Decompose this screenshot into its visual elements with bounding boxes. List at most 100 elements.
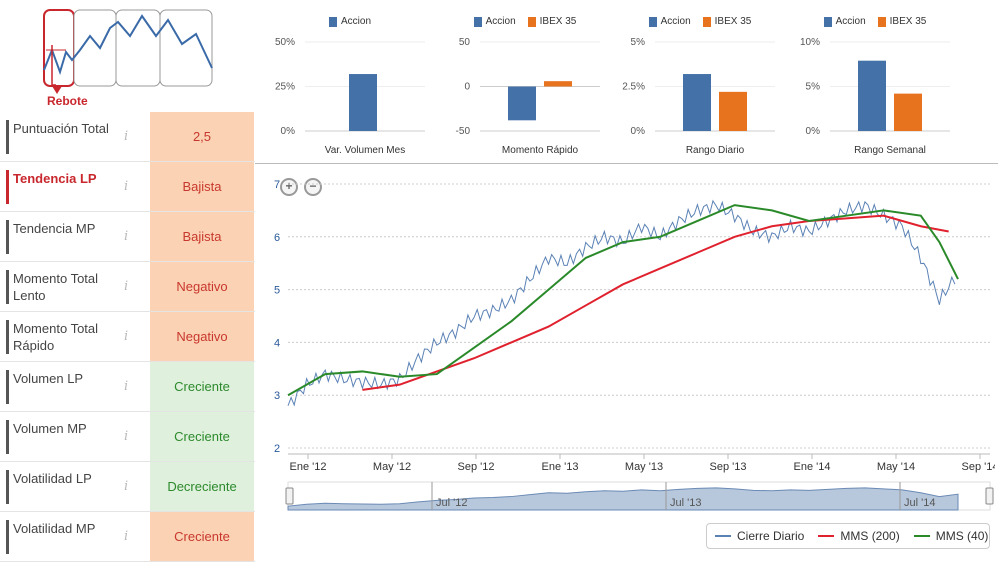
mini-chart-title: Var. Volumen Mes	[325, 145, 405, 156]
price-chart-legend: Cierre Diario MMS (200) MMS (40)	[706, 523, 990, 549]
metric-marker	[6, 470, 9, 504]
rebote-label: Rebote	[47, 94, 88, 108]
info-icon[interactable]: i	[124, 329, 129, 344]
mini-legend: Accion IBEX 35	[615, 16, 785, 27]
price-chart[interactable]: 7 6 5 4 3 2 Ene '12 May '12 Sep '12 Ene '13 May '1…	[260, 168, 995, 518]
metric-value: Bajista	[150, 212, 254, 261]
navigator-handle-left[interactable]	[285, 487, 294, 505]
navigator-tick: Jul '13	[670, 497, 701, 509]
metric-value: 2,5	[150, 112, 254, 161]
legend-ibex: IBEX 35	[527, 16, 577, 27]
mini-y-tick: 0%	[631, 126, 646, 137]
legend-ibex-label: IBEX 35	[714, 16, 752, 27]
mini-legend: Accion IBEX 35	[440, 16, 610, 27]
zoom-out-button[interactable]: −	[304, 178, 322, 196]
metric-value: Creciente	[150, 362, 254, 411]
legend-accion-label: Accion	[835, 16, 866, 27]
legend-accion-label: Accion	[660, 16, 691, 27]
metric-value: Negativo	[150, 262, 254, 311]
bar-ibex[interactable]	[719, 91, 747, 131]
metric-value: Bajista	[150, 162, 254, 211]
info-icon[interactable]: i	[124, 129, 129, 144]
legend-ibex-label: IBEX 35	[539, 16, 577, 27]
mini-y-tick: 0%	[806, 126, 821, 137]
x-tick: Sep '13	[710, 461, 747, 473]
mini-chart: Accion IBEX 35 10% 5% 0% Rango Semanal	[790, 10, 960, 156]
legend-accion: Accion	[648, 16, 691, 27]
mini-y-tick: 25%	[275, 82, 295, 93]
bar-ibex[interactable]	[544, 81, 572, 87]
mini-chart: Accion IBEX 35 50 0 -50 Momento Rápido	[440, 10, 610, 156]
metric-label: Puntuación Total	[13, 121, 109, 136]
mini-chart: Accion 50% 25% 0% Var. Volumen Mes	[265, 10, 435, 156]
zoom-in-icon: +	[285, 179, 293, 193]
metric-row[interactable]: Tendencia LP i Bajista	[0, 162, 255, 212]
metric-row[interactable]: Volatilidad LP i Decreciente	[0, 462, 255, 512]
legend-mms40[interactable]: MMS (40)	[913, 529, 989, 543]
metric-marker	[6, 220, 9, 254]
legend-accion-label: Accion	[485, 16, 516, 27]
bar-accion[interactable]	[508, 86, 536, 121]
legend-mms200[interactable]: MMS (200)	[818, 529, 900, 543]
metric-marker	[6, 520, 9, 554]
y-tick: 6	[274, 232, 280, 244]
legend-accion: Accion	[473, 16, 516, 27]
metric-marker	[6, 270, 9, 304]
metric-row[interactable]: Tendencia MP i Bajista	[0, 212, 255, 262]
navigator-handle-right[interactable]	[985, 487, 994, 505]
info-icon[interactable]: i	[124, 179, 129, 194]
metric-value: Decreciente	[150, 462, 254, 511]
x-tick: Ene '12	[290, 461, 327, 473]
zoom-in-button[interactable]: +	[280, 178, 298, 196]
mini-y-tick: 50%	[275, 37, 295, 48]
info-icon[interactable]: i	[124, 529, 129, 544]
series-mms200-line[interactable]	[362, 214, 949, 391]
info-icon[interactable]: i	[124, 279, 129, 294]
mini-y-tick: 0%	[281, 126, 296, 137]
metric-label: Volatilidad LP	[13, 471, 92, 486]
legend-close[interactable]: Cierre Diario	[715, 529, 804, 543]
legend-ibex: IBEX 35	[877, 16, 927, 27]
x-tick: Sep '12	[458, 461, 495, 473]
metric-row[interactable]: Momento Total Lento i Negativo	[0, 262, 255, 312]
info-icon[interactable]: i	[124, 479, 129, 494]
metric-value: Creciente	[150, 412, 254, 461]
legend-mms200-label: MMS (200)	[840, 529, 900, 543]
legend-ibex: IBEX 35	[702, 16, 752, 27]
metric-marker	[6, 120, 9, 154]
legend-close-label: Cierre Diario	[737, 529, 805, 543]
metric-row[interactable]: Volatilidad MP i Creciente	[0, 512, 255, 562]
mini-y-tick: -50	[456, 126, 471, 137]
legend-accion: Accion	[328, 16, 371, 27]
metric-row[interactable]: Volumen MP i Creciente	[0, 412, 255, 462]
info-icon[interactable]: i	[124, 379, 129, 394]
bar-ibex[interactable]	[894, 93, 922, 131]
mini-legend: Accion IBEX 35	[790, 16, 960, 27]
mini-y-tick: 50	[459, 37, 471, 48]
rebote-logo: Rebote	[0, 0, 255, 112]
metric-label: Tendencia MP	[13, 221, 96, 236]
legend-ibex-label: IBEX 35	[889, 16, 927, 27]
series-mms40-line[interactable]	[287, 204, 959, 397]
info-icon[interactable]: i	[124, 429, 129, 444]
x-tick: May '12	[373, 461, 411, 473]
metric-row[interactable]: Volumen LP i Creciente	[0, 362, 255, 412]
section-divider	[255, 163, 998, 164]
navigator-tick: Jul '12	[436, 497, 467, 509]
metric-marker	[6, 320, 9, 354]
bar-accion[interactable]	[349, 74, 377, 131]
mini-y-tick: 5%	[806, 82, 821, 93]
info-icon[interactable]: i	[124, 229, 129, 244]
metric-value: Creciente	[150, 512, 254, 561]
y-tick: 2	[274, 443, 280, 455]
metric-row[interactable]: Momento Total Rápido i Negativo	[0, 312, 255, 362]
metric-label: Volumen MP	[13, 421, 87, 436]
metric-row[interactable]: Puntuación Total i 2,5	[0, 112, 255, 162]
y-tick: 4	[274, 337, 280, 349]
bar-accion[interactable]	[683, 74, 711, 131]
legend-mms40-label: MMS (40)	[935, 529, 989, 543]
bar-accion[interactable]	[858, 60, 886, 131]
metric-marker	[6, 370, 9, 404]
y-tick: 3	[274, 390, 280, 402]
